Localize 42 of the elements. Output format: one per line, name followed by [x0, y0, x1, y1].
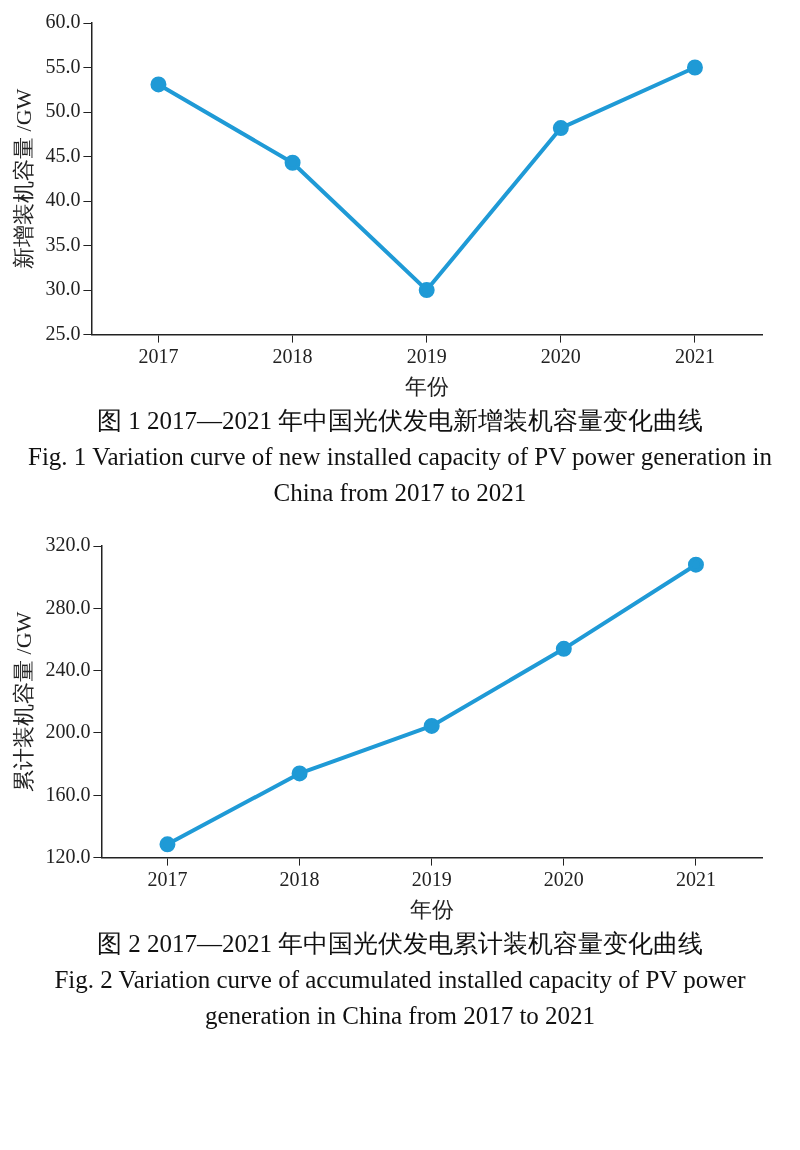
- y-tick-label: 60.0: [45, 10, 81, 33]
- text: Fig. 2 Variation curve of accumulated installed capacity of PV power generation in China from 2017 to 2021: [53, 965, 747, 1031]
- x-tick-label: 2021: [675, 867, 716, 890]
- y-tick-label: 50.0: [45, 99, 81, 122]
- x-tick-label: 2020: [543, 867, 584, 890]
- x-tick-label: 2017: [147, 867, 188, 890]
- y-tick-label: 35.0: [45, 232, 81, 255]
- x-tick-label: 2018: [279, 867, 320, 890]
- y-tick-label: 320.0: [45, 533, 91, 556]
- x-tick-label: 2017: [138, 344, 179, 367]
- y-tick-label: 200.0: [45, 720, 91, 743]
- point: [150, 76, 167, 93]
- text: Fig. 1 Variation curve of new installed capacity of PV power generation in China from 2017 to 2021: [27, 442, 773, 508]
- y-tick-label: 160.0: [45, 782, 91, 805]
- x-tick-label: 2019: [406, 344, 447, 367]
- y-axis-title: 新增装机容量 /GW: [10, 88, 36, 269]
- y-tick-label: 40.0: [45, 188, 81, 211]
- text: 图 1 2017—2021 年中国光伏发电新增装机容量变化曲线: [95, 406, 705, 436]
- y-axis-title: 累计装机容量 /GW: [10, 611, 36, 792]
- x-tick-label: 2020: [540, 344, 581, 367]
- x-axis-title: 年份: [409, 896, 454, 922]
- x-tick-label: 2021: [674, 344, 715, 367]
- y-tick-label: 25.0: [45, 321, 81, 344]
- y-tick-label: 55.0: [45, 54, 81, 77]
- y-tick-label: 45.0: [45, 143, 81, 166]
- point: [555, 640, 572, 657]
- y-tick-label: 120.0: [45, 844, 91, 867]
- x-tick-label: 2018: [272, 344, 313, 367]
- y-tick-label: 280.0: [45, 595, 91, 618]
- text: 图 2 2017—2021 年中国光伏发电累计装机容量变化曲线: [95, 929, 705, 959]
- point: [159, 836, 176, 853]
- point: [284, 154, 301, 171]
- point: [687, 556, 704, 573]
- point: [423, 717, 440, 734]
- x-tick-label: 2019: [411, 867, 452, 890]
- x-axis-title: 年份: [404, 373, 449, 399]
- point: [552, 120, 569, 137]
- y-tick-label: 30.0: [45, 277, 81, 300]
- point: [686, 59, 703, 76]
- y-tick-label: 240.0: [45, 657, 91, 680]
- point: [418, 282, 435, 299]
- point: [291, 765, 308, 782]
